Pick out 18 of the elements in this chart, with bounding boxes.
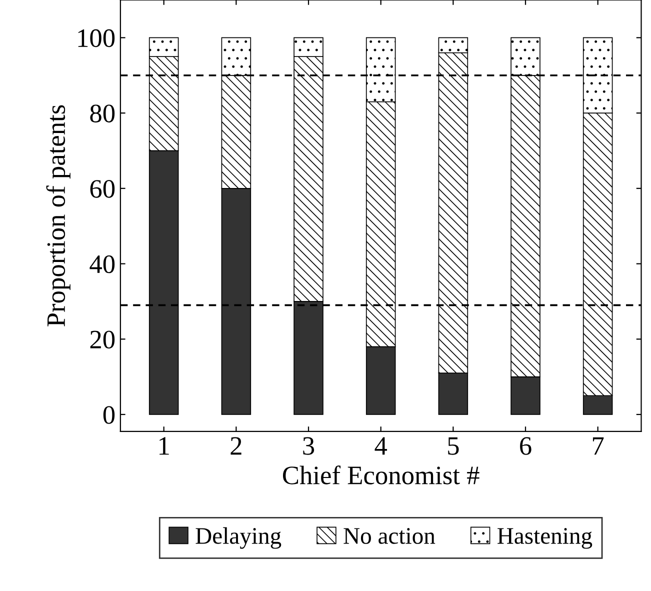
x-tick-label: 4 [374,437,388,455]
x-tick-label: 3 [303,437,314,455]
x-tick-label: 7 [592,437,604,455]
x-tick-label: 5 [448,437,459,455]
legend-label: Hastening [498,528,592,549]
x-tick-label: 6 [520,437,532,455]
y-tick-label: 40 [90,255,115,274]
y-axis-title: Proportion of patents [46,105,70,326]
y-tick-label: 20 [90,330,115,349]
x-tick-label: 1 [160,437,169,455]
legend-label: No action [344,528,436,544]
y-tick-label: 60 [90,180,115,198]
y-tick-label: 80 [90,104,115,122]
x-tick-label: 2 [230,437,242,455]
y-tick-label: 0 [103,406,115,424]
x-axis-title: Chief Economist # [282,466,480,484]
y-tick-label: 100 [78,29,115,48]
legend-label: Delaying [196,527,282,549]
